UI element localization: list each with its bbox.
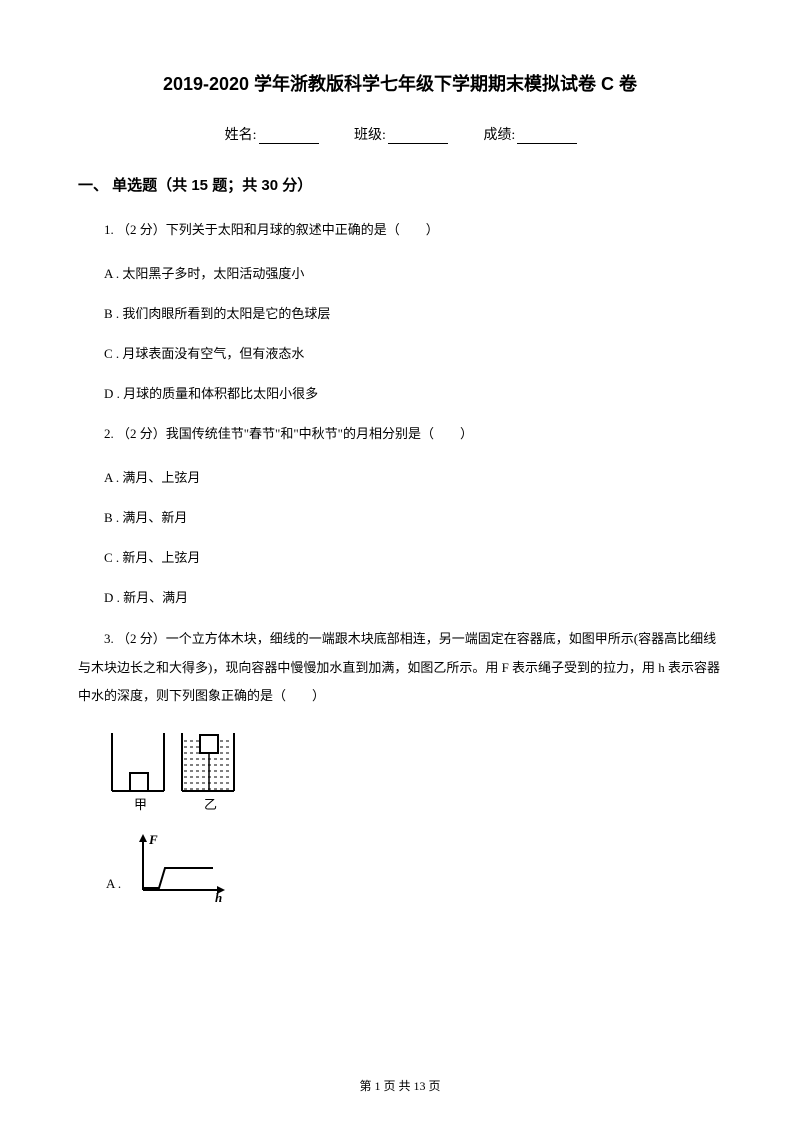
figure-label-right: 乙: [204, 797, 217, 812]
name-label: 姓名:: [225, 128, 257, 143]
axis-h-label: h: [215, 890, 222, 904]
q1-option-a: A . 太阳黑子多时，太阳活动强度小: [78, 261, 722, 287]
q2-stem: 2. （2 分）我国传统佳节"春节"和"中秋节"的月相分别是（ ）: [78, 421, 722, 447]
q3-option-a-label: A .: [106, 876, 121, 904]
class-label: 班级:: [354, 128, 386, 143]
class-blank: [388, 130, 448, 144]
page-title: 2019-2020 学年浙教版科学七年级下学期期末模拟试卷 C 卷: [78, 70, 722, 96]
q2-option-c: C . 新月、上弦月: [78, 545, 722, 571]
section-header: 一、 单选题（共 15 题；共 30 分）: [78, 174, 722, 195]
info-line: 姓名: 班级: 成绩:: [78, 124, 722, 144]
q1-option-b: B . 我们肉眼所看到的太阳是它的色球层: [78, 301, 722, 327]
axis-f-label: F: [148, 832, 158, 847]
name-blank: [259, 130, 319, 144]
q1-stem: 1. （2 分）下列关于太阳和月球的叙述中正确的是（ ）: [78, 217, 722, 243]
figure-containers-icon: 甲 乙: [106, 729, 246, 814]
figure-label-left: 甲: [134, 797, 147, 812]
q1-option-d: D . 月球的质量和体积都比太阳小很多: [78, 381, 722, 407]
score-label: 成绩:: [483, 128, 515, 143]
q3-stem: 3. （2 分）一个立方体木块，细线的一端跟木块底部相连，另一端固定在容器底，如…: [78, 625, 722, 711]
container-figure: 甲 乙: [106, 729, 722, 814]
q2-option-b: B . 满月、新月: [78, 505, 722, 531]
q2-option-a: A . 满月、上弦月: [78, 465, 722, 491]
graph-a-icon: F h: [129, 832, 229, 904]
q3-stem-text: 3. （2 分）一个立方体木块，细线的一端跟木块底部相连，另一端固定在容器底，如…: [78, 625, 722, 711]
page-footer: 第 1 页 共 13 页: [0, 1077, 800, 1094]
q3-option-a-row: A . F h: [106, 832, 722, 904]
score-blank: [517, 130, 577, 144]
q1-option-c: C . 月球表面没有空气，但有液态水: [78, 341, 722, 367]
q2-option-d: D . 新月、满月: [78, 585, 722, 611]
